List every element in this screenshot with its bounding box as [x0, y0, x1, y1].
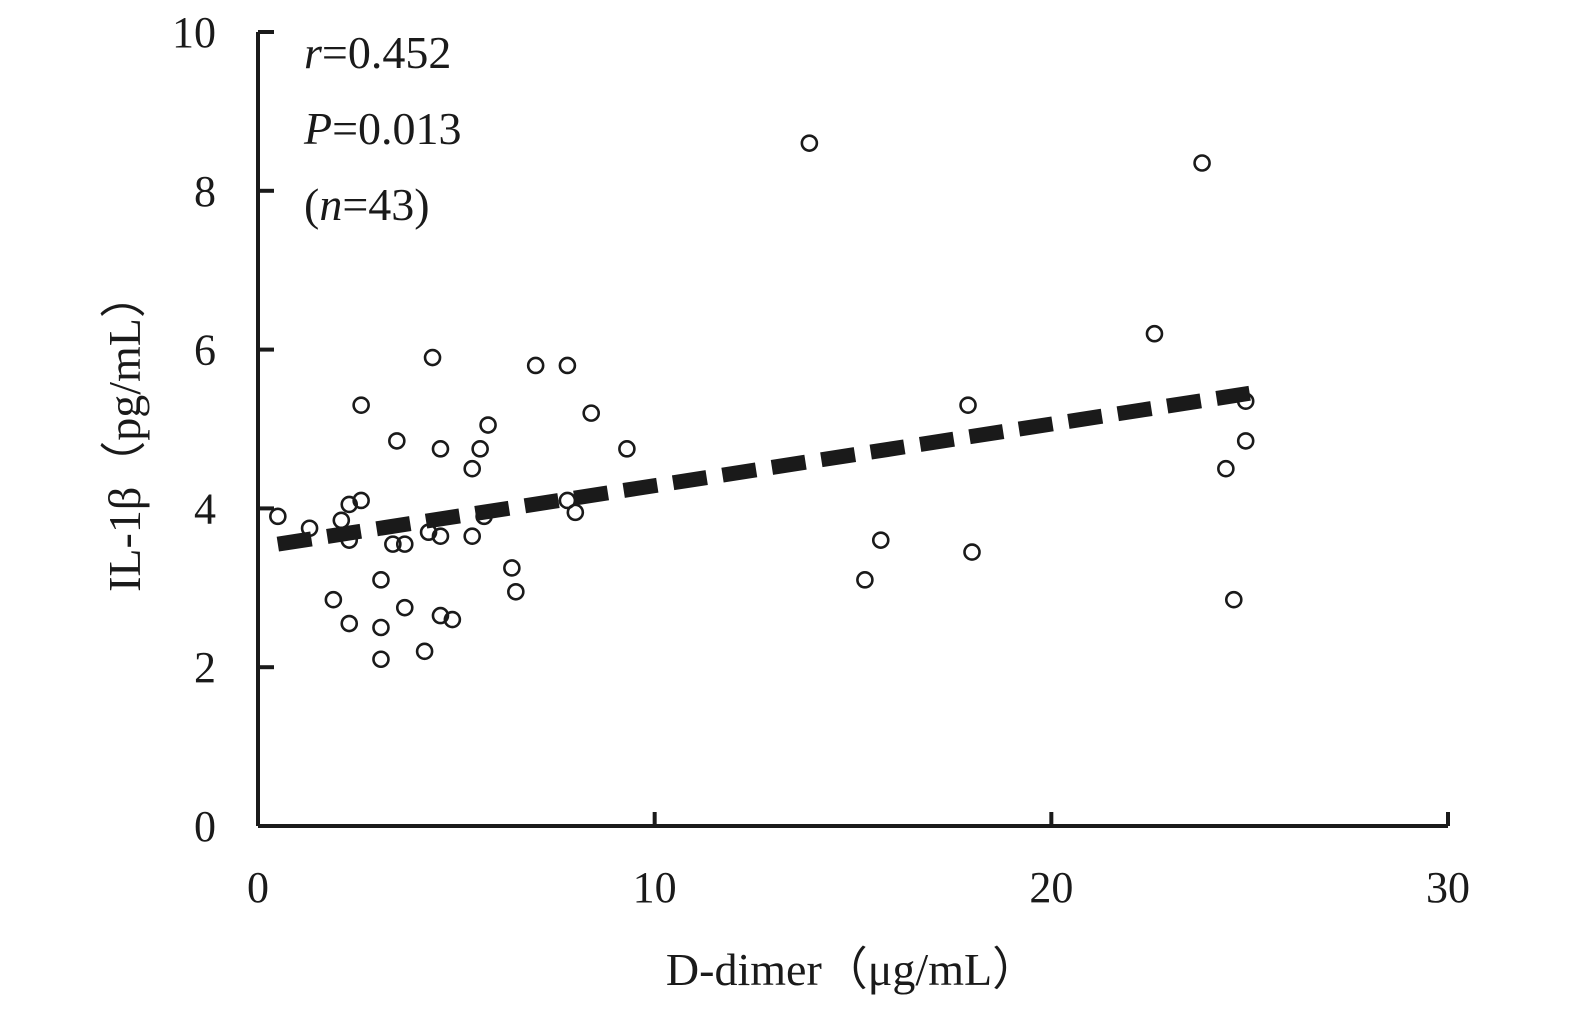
data-point [1225, 590, 1243, 609]
ticks: 0 10 20 30 0 2 4 6 8 10 [172, 8, 1470, 912]
x-tick-label: 30 [1426, 863, 1470, 912]
data-point [1236, 432, 1255, 450]
data-point [1145, 324, 1164, 343]
data-point [558, 356, 577, 375]
data-point [800, 134, 819, 152]
x-tick-label: 10 [633, 863, 677, 912]
y-tick-label: 10 [172, 8, 216, 57]
data-point [856, 571, 874, 589]
data-point [372, 650, 390, 669]
data-point [963, 543, 981, 561]
data-point [352, 396, 370, 414]
data-point [423, 348, 442, 367]
data-point [372, 618, 390, 637]
data-point [1217, 459, 1235, 478]
data-point [332, 511, 351, 530]
data-point [372, 571, 390, 589]
data-point [415, 642, 434, 661]
data-point [1193, 154, 1211, 172]
stat-p: P=0.013 [303, 103, 462, 154]
data-point [395, 535, 414, 553]
y-tick-label: 8 [194, 167, 216, 216]
data-point [959, 396, 977, 414]
x-tick-label: 0 [247, 863, 269, 912]
data-point [507, 582, 525, 601]
data-point [463, 459, 482, 478]
trendline-group [276, 385, 1251, 552]
y-tick-label: 2 [194, 643, 216, 692]
data-point [871, 531, 890, 549]
data-point [384, 535, 402, 553]
y-tick-label: 4 [194, 484, 216, 533]
data-point [503, 559, 521, 577]
y-tick-label: 6 [194, 326, 216, 375]
data-point [340, 614, 359, 633]
x-axis-title: D-dimer（μg/mL） [666, 944, 1038, 995]
data-point [269, 507, 287, 526]
y-tick-label: 0 [194, 802, 216, 851]
data-point [340, 495, 359, 514]
data-point [526, 356, 545, 375]
axes [256, 32, 1448, 828]
y-axis-title: IL-1β（pg/mL） [99, 272, 150, 592]
data-point [582, 404, 601, 422]
data-point [388, 432, 406, 450]
data-point [479, 416, 497, 434]
stat-n: (n=43) [304, 179, 430, 230]
trend-line [276, 385, 1251, 552]
data-point [443, 610, 462, 629]
data-point [431, 606, 450, 625]
data-point [471, 440, 489, 458]
data-point [618, 440, 636, 458]
data-point [352, 491, 370, 510]
data-point [463, 527, 482, 545]
data-point [431, 527, 450, 545]
x-tick-label: 20 [1029, 863, 1073, 912]
data-point [324, 590, 343, 609]
data-point [566, 503, 585, 522]
stat-r: r=0.452 [304, 27, 451, 78]
data-point [431, 440, 450, 458]
data-point [395, 598, 414, 617]
